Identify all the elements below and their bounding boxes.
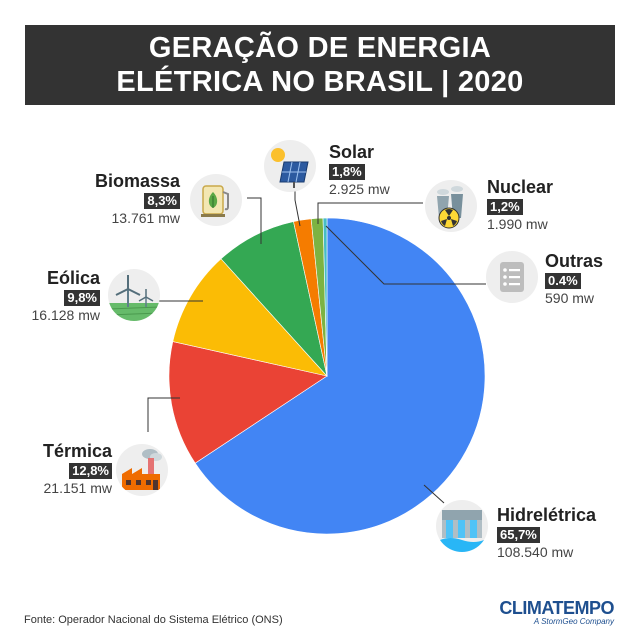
pie-slice-eolica: [172, 258, 328, 377]
slice-name: Outras: [545, 251, 604, 271]
slice-percent: 0.4%: [545, 273, 581, 289]
label-solar: Solar 1,8% 2.925 mw: [329, 142, 390, 198]
slice-name: Biomassa: [94, 171, 180, 191]
slice-name: Eólica: [46, 268, 100, 288]
dam-icon: [436, 500, 488, 552]
leader-hidreletrica: [423, 484, 445, 504]
slice-percent: 1,8%: [329, 164, 365, 180]
slice-name: Nuclear: [487, 177, 554, 197]
label-termica: Térmica 12,8% 21.151 mw: [10, 441, 112, 497]
factory-icon: [116, 444, 168, 496]
source-footnote: Fonte: Operador Nacional do Sistema Elét…: [24, 614, 283, 626]
title-line-2: ELÉTRICA NO BRASIL | 2020: [116, 66, 524, 98]
slice-percent: 9,8%: [64, 290, 100, 306]
slice-percent: 8,3%: [144, 193, 180, 209]
title-line-1: GERAÇÃO DE ENERGIA: [148, 32, 492, 64]
slice-value: 21.151 mw: [43, 480, 112, 496]
leader-termica: [147, 397, 180, 432]
slice-value: 1.990 mw: [487, 216, 548, 232]
label-biomassa: Biomassa 8,3% 13.761 mw: [40, 171, 180, 227]
label-outras: Outras 0.4% 590 mw: [545, 251, 603, 307]
slice-name: Solar: [329, 142, 375, 162]
slice-value: 16.128 mw: [31, 307, 100, 323]
slice-percent: 1,2%: [487, 199, 523, 215]
title-bar: GERAÇÃO DE ENERGIA ELÉTRICA NO BRASIL | …: [25, 25, 615, 105]
pie-slice-outras: [322, 217, 328, 377]
leader-nuclear: [317, 202, 423, 224]
brand-tagline: A StormGeo Company: [533, 617, 614, 626]
biomass-pump-icon: [190, 174, 242, 226]
label-eolica: Eólica 9,8% 16.128 mw: [10, 268, 100, 324]
list-icon: [486, 251, 538, 303]
slice-percent: 12,8%: [69, 463, 112, 479]
pie-slice-hidreletrica: [194, 217, 486, 535]
leader-outras: [325, 225, 486, 285]
wind-turbine-icon: [108, 269, 160, 321]
label-nuclear: Nuclear 1,2% 1.990 mw: [487, 177, 553, 233]
slice-value: 590 mw: [545, 290, 595, 306]
slice-value: 2.925 mw: [329, 181, 390, 197]
brand-name: CLIMATEMPO: [499, 598, 614, 618]
slice-name: Hidrelétrica: [497, 505, 597, 525]
slice-name: Térmica: [42, 441, 112, 461]
slice-value: 13.761 mw: [111, 210, 180, 226]
label-hidreletrica: Hidrelétrica 65,7% 108.540 mw: [497, 505, 596, 561]
slice-percent: 65,7%: [497, 527, 540, 543]
slice-value: 108.540 mw: [497, 544, 574, 560]
leader-biomassa: [247, 197, 262, 244]
pie-slice-termica: [168, 341, 328, 464]
nuclear-plant-icon: [425, 180, 477, 232]
brand-logo: CLIMATEMPO A StormGeo Company: [499, 598, 614, 626]
solar-panel-icon: [264, 140, 316, 192]
